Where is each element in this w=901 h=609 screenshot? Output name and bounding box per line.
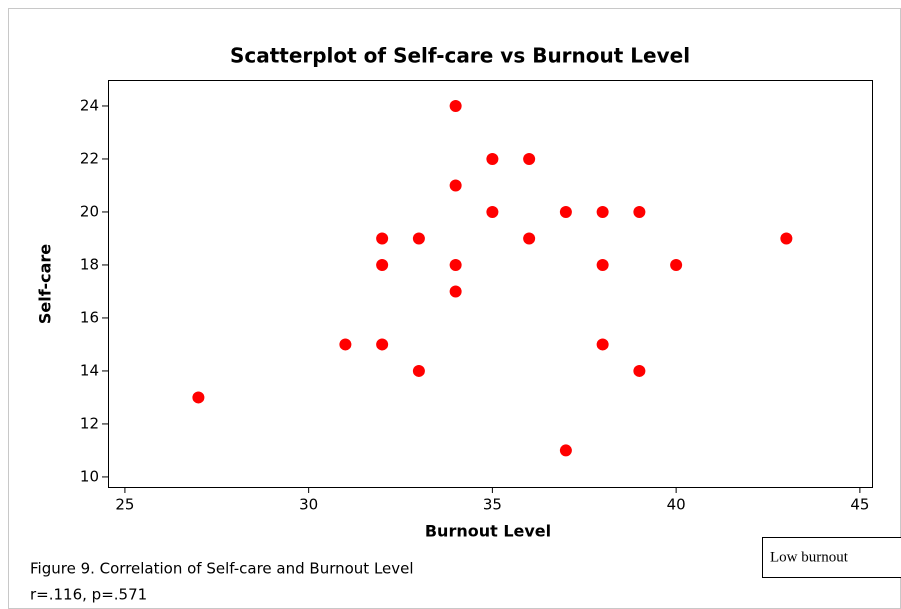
point [486, 205, 499, 218]
x-tick-label: 45 [850, 496, 869, 514]
point [596, 258, 609, 271]
point [523, 152, 536, 165]
plot-area [108, 80, 873, 488]
point [376, 258, 389, 271]
caption: Figure 9. Correlation of Self-care and B… [30, 560, 414, 578]
x-tick-label: 35 [483, 496, 502, 514]
x-axis-label: Burnout Level [425, 522, 551, 541]
annotation-box [762, 537, 901, 578]
point [412, 364, 425, 377]
x-tick-label: 40 [667, 496, 686, 514]
point [376, 338, 389, 351]
y-tick-label: 14 [80, 361, 99, 379]
point [596, 338, 609, 351]
point [559, 444, 572, 457]
point [192, 391, 205, 404]
caption: r=.116, p=.571 [30, 586, 147, 604]
y-axis-label: Self-care [36, 244, 55, 324]
point [449, 285, 462, 298]
point [633, 364, 646, 377]
y-tick-label: 12 [80, 414, 99, 432]
point [449, 99, 462, 112]
point [339, 338, 352, 351]
y-tick-label: 10 [80, 467, 99, 485]
x-tick-label: 30 [299, 496, 318, 514]
point [376, 232, 389, 245]
point [412, 232, 425, 245]
y-tick-label: 22 [80, 149, 99, 167]
x-tick-label: 25 [115, 496, 134, 514]
annotation: Low burnout [770, 549, 849, 565]
point [596, 205, 609, 218]
point [670, 258, 683, 271]
chart-title: Scatterplot of Self-care vs Burnout Leve… [230, 44, 690, 68]
point [523, 232, 536, 245]
point [780, 232, 793, 245]
point [449, 179, 462, 192]
point [633, 205, 646, 218]
point [449, 258, 462, 271]
point [486, 152, 499, 165]
y-tick-label: 24 [80, 96, 99, 114]
y-tick-label: 20 [80, 202, 99, 220]
point [559, 205, 572, 218]
y-tick-label: 18 [80, 255, 99, 273]
y-tick-label: 16 [80, 308, 99, 326]
